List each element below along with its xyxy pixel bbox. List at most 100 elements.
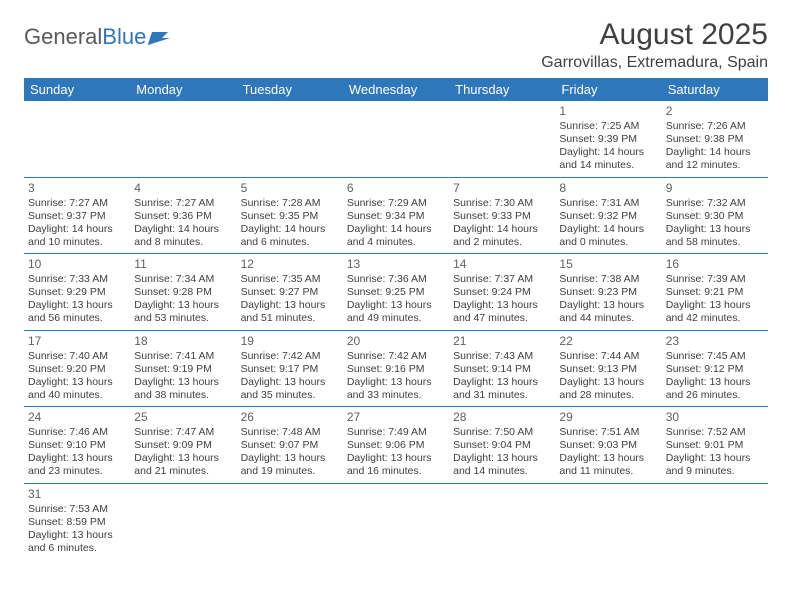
daylight2-text: and 6 minutes. [241,236,339,249]
daylight1-text: Daylight: 13 hours [28,529,126,542]
calendar-cell: 31Sunrise: 7:53 AMSunset: 8:59 PMDayligh… [24,483,130,559]
sunset-text: Sunset: 9:33 PM [453,210,551,223]
day-number: 13 [347,257,445,272]
sunset-text: Sunset: 9:27 PM [241,286,339,299]
calendar-cell: 2Sunrise: 7:26 AMSunset: 9:38 PMDaylight… [662,101,768,177]
sunrise-text: Sunrise: 7:25 AM [559,120,657,133]
calendar-cell: 24Sunrise: 7:46 AMSunset: 9:10 PMDayligh… [24,407,130,484]
calendar-cell: 6Sunrise: 7:29 AMSunset: 9:34 PMDaylight… [343,177,449,254]
sunset-text: Sunset: 9:30 PM [666,210,764,223]
daylight2-text: and 40 minutes. [28,389,126,402]
calendar-cell: 15Sunrise: 7:38 AMSunset: 9:23 PMDayligh… [555,254,661,331]
calendar-cell: 4Sunrise: 7:27 AMSunset: 9:36 PMDaylight… [130,177,236,254]
weekday-header: Sunday [24,78,130,101]
sunrise-text: Sunrise: 7:34 AM [134,273,232,286]
daylight2-text: and 2 minutes. [453,236,551,249]
weekday-header: Thursday [449,78,555,101]
logo: GeneralBlue [24,18,172,50]
daylight2-text: and 12 minutes. [666,159,764,172]
day-number: 17 [28,334,126,349]
calendar-cell [343,483,449,559]
day-number: 12 [241,257,339,272]
weekday-header: Tuesday [237,78,343,101]
daylight2-text: and 19 minutes. [241,465,339,478]
sunrise-text: Sunrise: 7:32 AM [666,197,764,210]
sunset-text: Sunset: 9:09 PM [134,439,232,452]
sunset-text: Sunset: 9:20 PM [28,363,126,376]
calendar-cell: 22Sunrise: 7:44 AMSunset: 9:13 PMDayligh… [555,330,661,407]
daylight1-text: Daylight: 13 hours [453,299,551,312]
sunrise-text: Sunrise: 7:29 AM [347,197,445,210]
sunset-text: Sunset: 9:39 PM [559,133,657,146]
sunset-text: Sunset: 8:59 PM [28,516,126,529]
calendar-cell [449,483,555,559]
calendar-row: 17Sunrise: 7:40 AMSunset: 9:20 PM Dayligh… [24,330,768,407]
daylight1-text: Daylight: 13 hours [453,376,551,389]
sunset-text: Sunset: 9:13 PM [559,363,657,376]
month-title: August 2025 [541,18,768,52]
day-number: 8 [559,181,657,196]
logo-text-1: General [24,24,102,50]
sunrise-text: Sunrise: 7:45 AM [666,350,764,363]
sunset-text: Sunset: 9:36 PM [134,210,232,223]
daylight1-text: Daylight: 13 hours [241,376,339,389]
sunset-text: Sunset: 9:04 PM [453,439,551,452]
calendar-cell [662,483,768,559]
sunrise-text: Sunrise: 7:37 AM [453,273,551,286]
daylight1-text: Daylight: 13 hours [28,299,126,312]
day-number: 26 [241,410,339,425]
sunset-text: Sunset: 9:07 PM [241,439,339,452]
sunrise-text: Sunrise: 7:48 AM [241,426,339,439]
sunset-text: Sunset: 9:03 PM [559,439,657,452]
sunrise-text: Sunrise: 7:30 AM [453,197,551,210]
day-number: 5 [241,181,339,196]
sunset-text: Sunset: 9:34 PM [347,210,445,223]
daylight2-text: and 56 minutes. [28,312,126,325]
calendar-cell: 10Sunrise: 7:33 AMSunset: 9:29 PMDayligh… [24,254,130,331]
sunrise-text: Sunrise: 7:36 AM [347,273,445,286]
day-number: 22 [559,334,657,349]
sunrise-text: Sunrise: 7:41 AM [134,350,232,363]
sunset-text: Sunset: 9:24 PM [453,286,551,299]
sunrise-text: Sunrise: 7:40 AM [28,350,126,363]
weekday-header: Wednesday [343,78,449,101]
daylight1-text: Daylight: 14 hours [134,223,232,236]
daylight2-text: and 26 minutes. [666,389,764,402]
daylight1-text: Daylight: 14 hours [666,146,764,159]
sunrise-text: Sunrise: 7:52 AM [666,426,764,439]
calendar-cell: 1Sunrise: 7:25 AMSunset: 9:39 PMDaylight… [555,101,661,177]
daylight2-text: and 44 minutes. [559,312,657,325]
calendar-row: 24Sunrise: 7:46 AMSunset: 9:10 PMDayligh… [24,407,768,484]
daylight1-text: Daylight: 13 hours [666,299,764,312]
calendar-row: 3Sunrise: 7:27 AMSunset: 9:37 PMDaylight… [24,177,768,254]
daylight1-text: Daylight: 14 hours [28,223,126,236]
calendar-cell: 20Sunrise: 7:42 AMSunset: 9:16 PMDayligh… [343,330,449,407]
header: GeneralBlue August 2025 Garrovillas, Ext… [24,18,768,72]
title-block: August 2025 Garrovillas, Extremadura, Sp… [541,18,768,72]
daylight2-text: and 31 minutes. [453,389,551,402]
day-number: 28 [453,410,551,425]
calendar-body: 1Sunrise: 7:25 AMSunset: 9:39 PMDaylight… [24,101,768,559]
calendar-cell: 23Sunrise: 7:45 AMSunset: 9:12 PMDayligh… [662,330,768,407]
day-number: 30 [666,410,764,425]
day-number: 29 [559,410,657,425]
sunset-text: Sunset: 9:28 PM [134,286,232,299]
daylight1-text: Daylight: 13 hours [453,452,551,465]
flag-icon [148,28,172,46]
calendar-cell: 7Sunrise: 7:30 AMSunset: 9:33 PMDaylight… [449,177,555,254]
day-number: 10 [28,257,126,272]
sunset-text: Sunset: 9:29 PM [28,286,126,299]
day-number: 2 [666,104,764,119]
calendar-cell: 26Sunrise: 7:48 AMSunset: 9:07 PMDayligh… [237,407,343,484]
day-number: 9 [666,181,764,196]
daylight2-text: and 33 minutes. [347,389,445,402]
sunrise-text: Sunrise: 7:35 AM [241,273,339,286]
calendar-cell: 27Sunrise: 7:49 AMSunset: 9:06 PMDayligh… [343,407,449,484]
daylight2-text: and 38 minutes. [134,389,232,402]
weekday-header: Monday [130,78,236,101]
day-number: 18 [134,334,232,349]
daylight1-text: Daylight: 13 hours [666,223,764,236]
day-number: 16 [666,257,764,272]
daylight2-text: and 14 minutes. [559,159,657,172]
daylight2-text: and 51 minutes. [241,312,339,325]
